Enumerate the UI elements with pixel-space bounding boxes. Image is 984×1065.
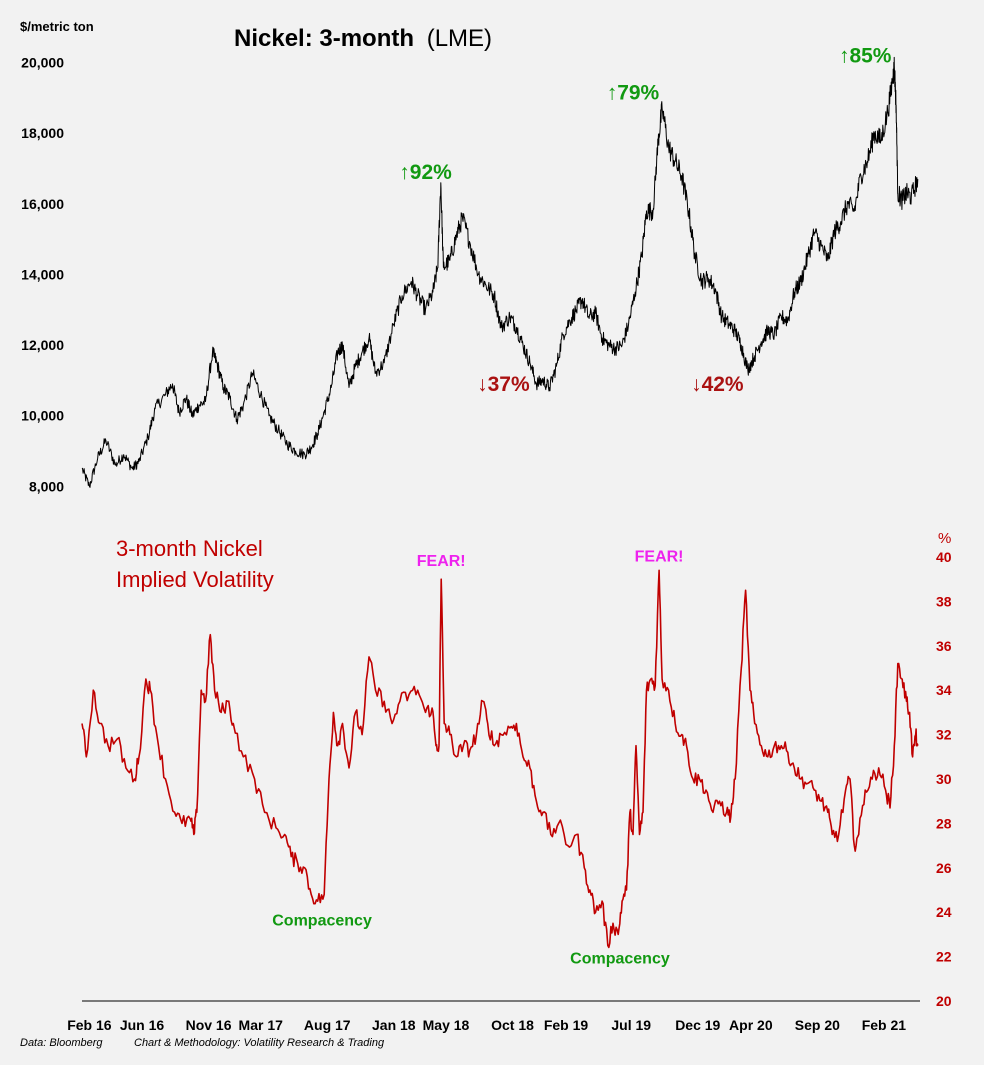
x-tick-label: Nov 16: [186, 1017, 232, 1033]
y-tick-label: 20,000: [21, 55, 64, 71]
footer-credit: Chart & Methodology: Volatility Research…: [134, 1037, 385, 1049]
chart-annotation: Compacency: [570, 950, 670, 967]
chart-annotation: FEAR!: [635, 548, 684, 565]
x-tick-label: Apr 20: [729, 1017, 773, 1033]
price-ytick-labels: 8,000 10,000 12,000 14,000 16,000 18,000 20,00…: [21, 55, 64, 495]
x-tick-label: Jan 18: [372, 1017, 416, 1033]
vol-ytick-labels: 20 22 24 26 28 30 32 34 36 38 40: [936, 549, 952, 1009]
x-tick-label: Jun 16: [120, 1017, 165, 1033]
y-tick-label: 14,000: [21, 266, 64, 282]
x-tick-label: Aug 17: [304, 1017, 351, 1033]
footer-source: Data: Bloomberg: [20, 1037, 103, 1049]
chart-annotation: ↓42%: [691, 373, 744, 396]
x-tick-label: Mar 17: [239, 1017, 284, 1033]
y-tick-label: 40: [936, 549, 952, 565]
y-tick-label: 8,000: [29, 478, 64, 494]
chart-annotation: FEAR!: [417, 553, 466, 570]
chart-annotation: Compacency: [272, 913, 372, 930]
price-chart-title-suffix: (LME): [427, 25, 492, 52]
chart-annotation: ↑92%: [399, 161, 452, 184]
vol-series: [81, 569, 919, 949]
price-chart-title-main: Nickel: 3-month: [234, 25, 414, 52]
vol-ylabel: %: [938, 530, 951, 547]
x-tick-labels: Feb 16 Jun 16 Nov 16 Mar 17 Aug 17 Jan 18 May …: [67, 1017, 906, 1033]
y-tick-label: 22: [936, 949, 952, 965]
y-tick-label: 38: [936, 593, 952, 609]
x-tick-label: May 18: [423, 1017, 470, 1033]
y-tick-label: 24: [936, 904, 952, 920]
x-tick-label: Feb 19: [544, 1017, 589, 1033]
x-tick-label: Feb 16: [67, 1017, 112, 1033]
price-ylabel: $/metric ton: [20, 19, 94, 34]
y-tick-label: 18,000: [21, 125, 64, 141]
price-series: [81, 56, 919, 488]
vol-annotations: FEAR! FEAR! Compacency Compacency: [272, 548, 683, 967]
x-tick-label: Feb 21: [862, 1017, 907, 1033]
y-tick-label: 20: [936, 993, 952, 1009]
chart-annotation: ↑85%: [839, 45, 892, 68]
y-tick-label: 30: [936, 771, 952, 787]
y-tick-label: 10,000: [21, 408, 64, 424]
price-annotations: ↑92% ↓37% ↑79% ↓42% ↑85%: [399, 45, 892, 396]
vol-title-line2: Implied Volatility: [116, 567, 274, 592]
y-tick-label: 36: [936, 638, 952, 654]
x-tick-label: Dec 19: [675, 1017, 720, 1033]
x-tick-label: Jul 19: [611, 1017, 651, 1033]
vol-title-line1: 3-month Nickel: [116, 536, 263, 561]
price-chart-title: Nickel: 3-month (LME): [234, 25, 492, 52]
chart-annotation: ↓37%: [477, 373, 530, 396]
y-tick-label: 34: [936, 682, 952, 698]
y-tick-label: 26: [936, 860, 952, 876]
x-tick-label: Oct 18: [491, 1017, 534, 1033]
y-tick-label: 12,000: [21, 337, 64, 353]
series-line: [81, 56, 919, 488]
chart-annotation: ↑79%: [607, 82, 660, 105]
x-tick-label: Sep 20: [795, 1017, 840, 1033]
y-tick-label: 32: [936, 727, 952, 743]
y-tick-label: 28: [936, 815, 952, 831]
series-line: [81, 569, 919, 949]
y-tick-label: 16,000: [21, 196, 64, 212]
